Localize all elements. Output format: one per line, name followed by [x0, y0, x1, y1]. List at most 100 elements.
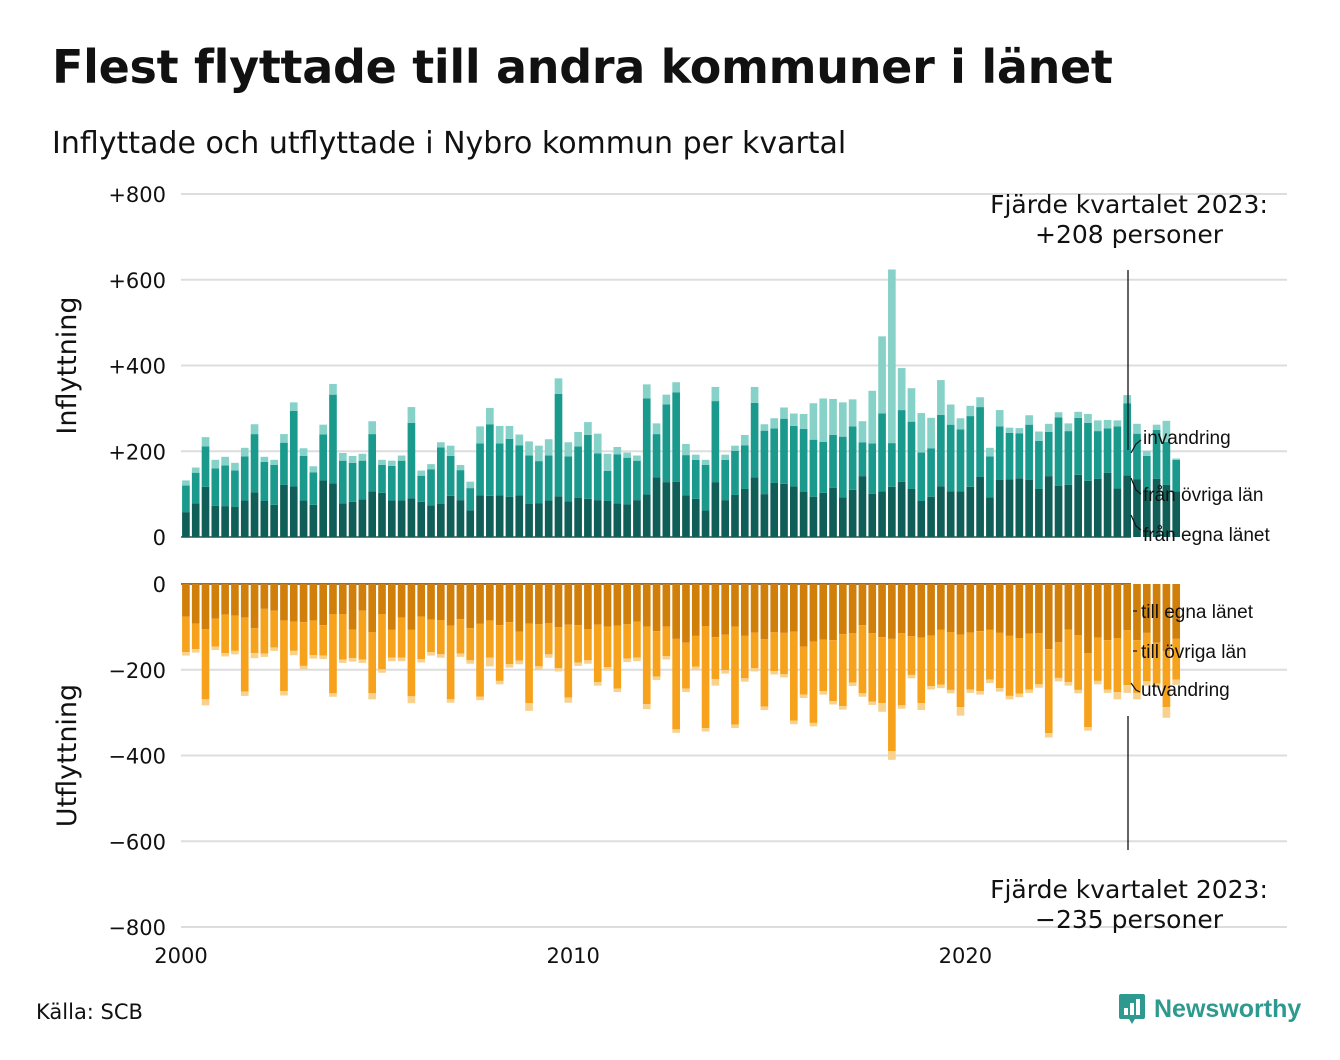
bar-segment: [319, 625, 327, 656]
bar-segment: [662, 626, 671, 657]
bar-segment: [1152, 478, 1161, 537]
bar-segment: [1162, 420, 1171, 442]
bar-segment: [535, 503, 543, 537]
bar-segment: [584, 434, 592, 499]
bar-segment: [505, 438, 514, 497]
bar-segment: [329, 483, 337, 537]
bar-segment: [1103, 584, 1112, 641]
y-tick-label: −800: [108, 916, 166, 940]
bar-segment: [554, 668, 563, 672]
bar-segment: [986, 679, 994, 684]
bar-segment: [819, 398, 828, 442]
bar-segment: [1123, 584, 1132, 631]
leader-line: [1130, 477, 1142, 495]
bar-segment: [417, 470, 426, 476]
bar-segment: [544, 455, 553, 501]
bar-segment: [966, 405, 975, 417]
bar-segment: [1113, 488, 1122, 537]
bar-segment: [740, 445, 749, 489]
bar-segment: [1025, 584, 1033, 634]
bar-segment: [780, 418, 788, 484]
bar-segment: [770, 584, 779, 633]
bar-segment: [231, 470, 239, 507]
bar-segment: [1035, 440, 1043, 489]
bar-segment: [1142, 491, 1151, 537]
bar-segment: [750, 584, 759, 633]
bar-segment: [1084, 584, 1092, 654]
bar-segment: [329, 394, 337, 484]
bar-segment: [544, 623, 553, 655]
bar-segment: [329, 614, 337, 694]
bar-segment: [191, 503, 200, 537]
bar-segment: [368, 421, 377, 435]
bar-segment: [495, 625, 504, 681]
bar-segment: [368, 584, 377, 633]
bar-segment: [1162, 441, 1171, 485]
bar-segment: [1064, 584, 1073, 630]
bar-segment: [672, 392, 680, 482]
bar-segment: [652, 423, 661, 435]
bar-segment: [221, 614, 229, 654]
bar-segment: [407, 584, 416, 630]
bar-segment: [1005, 479, 1014, 537]
bar-segment: [907, 488, 916, 537]
bar-segment: [446, 699, 455, 703]
bar-segment: [182, 584, 190, 617]
bar-segment: [427, 584, 435, 620]
bar-segment: [456, 464, 465, 471]
bar-segment: [211, 646, 220, 651]
bar-segment: [937, 414, 945, 487]
bar-segment: [476, 443, 484, 496]
annotation-bottom-line1: Fjärde kvartalet 2023:: [990, 875, 1268, 904]
bar-segment: [564, 456, 573, 502]
bar-segment: [486, 657, 494, 667]
bar-segment: [407, 629, 416, 697]
bar-segment: [1093, 431, 1102, 479]
bar-segment: [191, 472, 200, 504]
bar-segment: [1172, 458, 1181, 460]
bar-segment: [574, 446, 582, 498]
bar-segment: [711, 584, 720, 638]
bar-segment: [819, 492, 828, 537]
bar-segment: [809, 439, 818, 497]
bar-segment: [946, 491, 955, 537]
bar-segment: [437, 442, 445, 448]
bar-segment: [711, 679, 720, 686]
bar-segment: [682, 443, 690, 456]
bar-segment: [1054, 417, 1063, 486]
bar-segment: [946, 424, 955, 492]
bar-segment: [868, 443, 877, 494]
bar-segment: [476, 495, 484, 537]
bar-segment: [221, 456, 229, 466]
bar-segment: [437, 620, 445, 655]
bar-segment: [1054, 677, 1063, 682]
bar-segment: [858, 476, 867, 537]
bar-segment: [927, 417, 935, 449]
bar-segment: [309, 504, 318, 537]
bar-segment: [240, 584, 249, 618]
chart-title: Flest flyttade till andra kommuner i län…: [52, 40, 1113, 94]
bar-segment: [525, 441, 533, 456]
bar-segment: [1152, 429, 1161, 479]
bar-segment: [839, 402, 847, 437]
bar-segment: [584, 498, 592, 537]
bar-segment: [839, 436, 847, 498]
bar-segment: [378, 459, 386, 465]
bar-segment: [858, 584, 867, 626]
bar-segment: [574, 497, 582, 537]
bar-segment: [211, 618, 220, 647]
bar-segment: [848, 682, 857, 687]
bar-segment: [1133, 433, 1141, 480]
bar-segment: [1074, 411, 1082, 418]
bar-segment: [456, 500, 465, 537]
bar-segment: [309, 466, 318, 473]
bar-segment: [829, 640, 837, 702]
bar-segment: [995, 426, 1004, 480]
bar-segment: [907, 388, 916, 422]
y-tick-label: 0: [153, 573, 166, 597]
bar-segment: [182, 485, 190, 513]
bar-segment: [1142, 455, 1151, 492]
bar-segment: [1074, 635, 1082, 690]
bar-segment: [946, 404, 955, 425]
bar-segment: [829, 487, 837, 537]
